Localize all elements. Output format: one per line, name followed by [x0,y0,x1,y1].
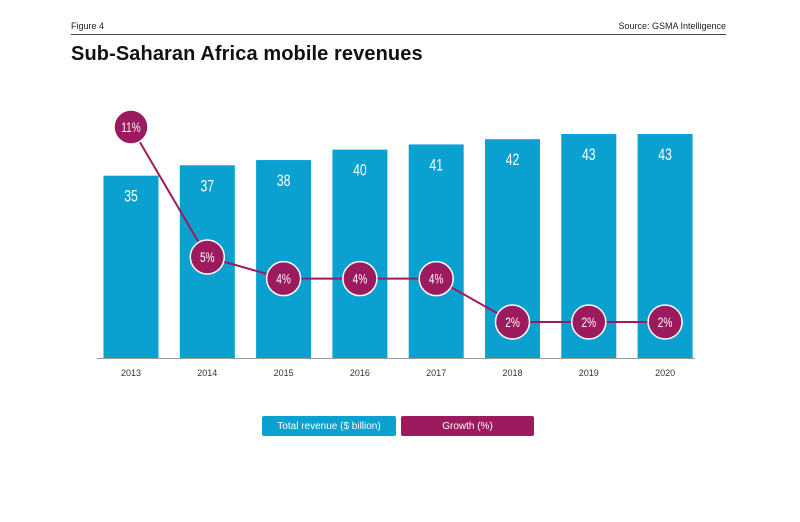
bar-revenue-2015 [256,160,312,358]
growth-point-2018 [494,304,531,340]
growth-label-2020: 2% [658,314,673,330]
x-tick-2015: 2015 [274,368,294,378]
bar-revenue-2016 [332,149,388,358]
growth-label-2015: 4% [276,271,291,287]
x-tick-2016: 2016 [350,368,370,378]
bar-revenue-2017 [408,144,464,358]
chart-title: Sub-Saharan Africa mobile revenues [71,43,423,65]
growth-point-2017 [418,260,454,297]
growth-label-2017: 4% [429,271,444,287]
growth-label-2019: 2% [582,314,597,330]
x-tick-2019: 2019 [579,368,599,378]
growth-label-2018: 2% [505,314,520,330]
x-tick-2013: 2013 [121,368,141,378]
legend-total-revenue: Total revenue ($ billion) [262,416,396,436]
growth-point-2015 [265,260,302,297]
x-tick-2014: 2014 [197,368,217,378]
growth-point-2016 [342,260,378,297]
source-label: Source: GSMA Intelligence [618,21,726,31]
bar-revenue-2013 [103,175,159,358]
bar-label-2020: 43 [658,146,672,164]
bar-label-2018: 42 [506,151,520,169]
growth-point-2013 [113,109,149,145]
bar-label-2013: 35 [124,188,138,206]
legend-growth: Growth (%) [401,416,534,436]
figure-label: Figure 4 [71,21,105,31]
bar-label-2017: 41 [429,157,443,175]
x-tick-2018: 2018 [502,368,522,378]
growth-point-2019 [571,304,607,340]
bar-label-2019: 43 [582,146,596,164]
x-tick-2017: 2017 [426,368,446,378]
bar-label-2014: 37 [200,177,214,195]
growth-label-2016: 4% [353,271,368,287]
header-rule [71,34,726,35]
growth-point-2020 [647,304,683,340]
growth-point-2014 [189,239,226,275]
growth-label-2014: 5% [200,249,215,265]
x-tick-2020: 2020 [655,368,675,378]
bar-label-2016: 40 [353,162,367,180]
growth-label-2013: 11% [121,119,141,135]
bar-label-2015: 38 [277,172,291,190]
